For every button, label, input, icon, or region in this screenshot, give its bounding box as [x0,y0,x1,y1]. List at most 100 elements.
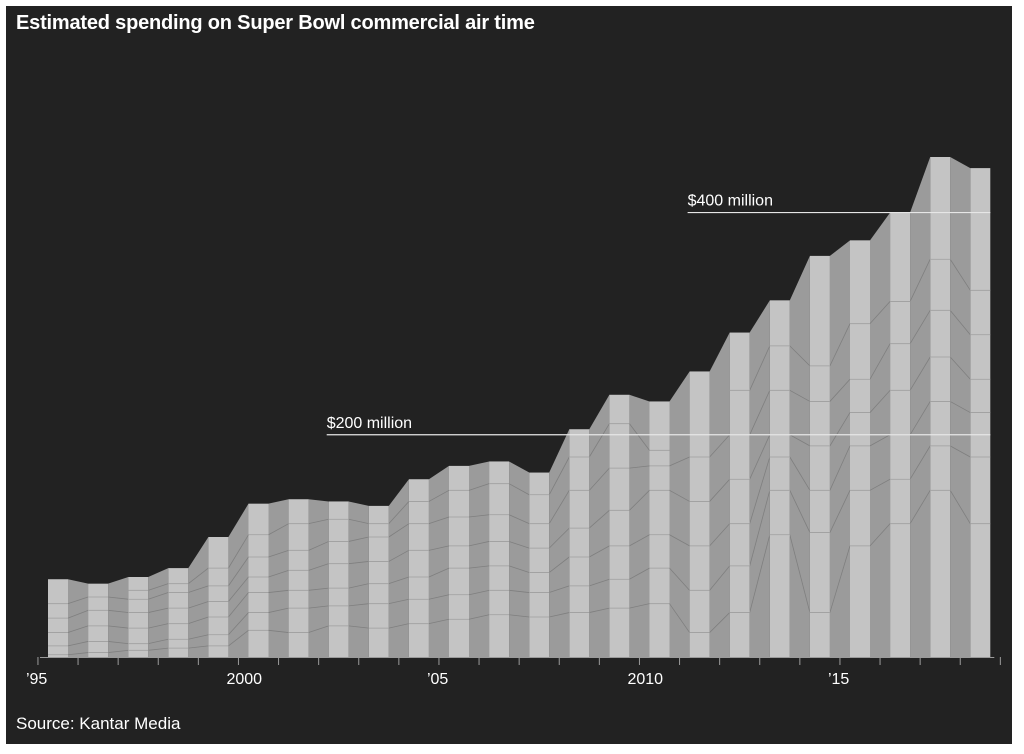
bar-2009 [609,394,630,657]
connector-band [829,240,850,658]
segment-connector [749,345,771,391]
segment-connector [388,501,410,524]
segment-connector [268,523,289,536]
segment-connector [589,578,610,587]
segment-connector [228,630,249,647]
segment-connector [148,647,169,651]
segment-connector [789,534,811,613]
segment-connector [428,516,450,525]
segment-connector [909,490,931,524]
segment-connector [308,541,329,551]
segment-connector [909,445,931,480]
bar-2001 [288,499,309,657]
segment-connector [789,389,811,402]
segment-connector [869,478,891,491]
segment-connector [869,301,891,324]
segment-connector [468,483,490,491]
connector-band [268,499,289,657]
connector-band [428,465,449,657]
segment-connector [548,556,570,573]
segment-connector [428,618,450,625]
segment-connector [789,434,811,447]
segment-connector [468,541,490,547]
segment-connector [188,567,209,584]
connector-band [108,577,129,657]
segment-connector [549,585,570,593]
segment-connector [829,490,851,533]
segment-connector [508,483,530,496]
segment-connector [308,625,329,633]
segment-connector [829,445,851,491]
segment-connector [308,605,329,609]
segment-connector [67,609,89,619]
segment-connector [108,641,129,645]
segment-connector [509,614,530,618]
segment-connector [388,576,410,585]
segment-connector [829,378,851,402]
connector-band [188,537,209,657]
segment-connector [589,545,610,558]
segment-connector [669,567,690,591]
segment-connector [629,567,650,580]
bar-1997 [128,577,149,657]
segment-connector [388,549,410,562]
segment-connector [589,467,610,491]
bar-2004 [408,479,429,657]
segment-connector [268,629,289,633]
segment-connector [188,585,209,593]
segment-connector [669,603,690,633]
chart-title: Estimated spending on Super Bowl commerc… [16,12,535,34]
segment-connector [709,523,730,547]
bar-2002 [328,501,349,657]
segment-connector [949,259,971,291]
segment-connector [268,569,289,578]
bar-1999 [208,537,229,657]
segment-connector [108,625,129,629]
segment-connector [148,592,169,600]
segment-connector [749,490,771,566]
segment-connector [148,638,169,645]
connector-band [910,157,931,657]
segment-connector [829,545,851,613]
segment-connector [629,603,650,609]
x-tick-label-2005: ’05 [427,671,448,688]
segment-connector [949,356,971,380]
segment-connector [188,601,209,609]
segment-connector [188,634,209,640]
segment-connector [228,534,249,569]
segment-connector [428,567,450,578]
segment-connector [909,259,931,302]
segment-connector [749,534,771,613]
segment-connector [869,343,891,380]
segment-connector [348,583,369,589]
segment-connector [749,434,771,480]
segment-connector [67,652,89,656]
connector-band [509,461,530,657]
segment-connector [428,594,450,600]
segment-connector [749,456,771,524]
segment-connector [468,514,490,518]
bar-2012 [729,332,750,657]
segment-connector [468,614,490,620]
segment-connector [348,536,369,542]
reference-label-200: $200 million [327,415,412,432]
segment-connector [228,592,249,618]
segment-connector [829,412,851,447]
segment-connector [348,518,369,525]
segment-connector [669,534,690,547]
bar-2006 [489,461,510,657]
segment-connector [268,607,289,613]
segment-connector [268,549,289,558]
bar-1996 [88,583,109,657]
connector-band [669,371,690,657]
bar-2010 [649,401,670,657]
segment-connector [67,641,89,647]
segment-connector [709,434,730,458]
segment-connector [909,310,931,344]
segment-connector [950,445,971,458]
bar-2005 [449,465,469,657]
bar-2008 [569,429,590,657]
segment-connector [950,401,971,413]
segment-connector [268,589,289,593]
